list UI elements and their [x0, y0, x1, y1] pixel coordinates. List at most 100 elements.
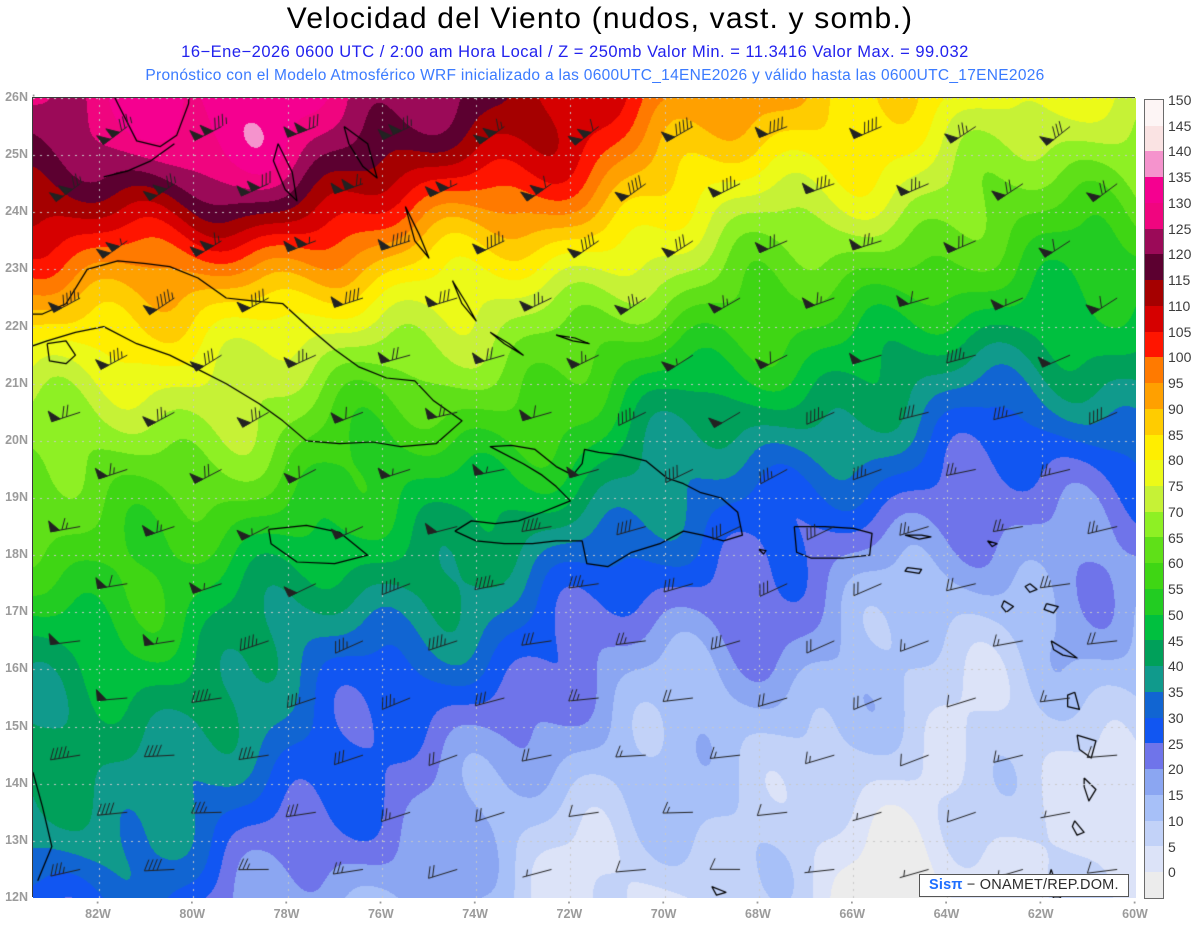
colorbar-tick-140: 140: [1168, 143, 1192, 160]
lon-tick-72W: 72W: [556, 907, 582, 921]
colorbar-tick-50: 50: [1168, 606, 1184, 623]
lon-tick-80W: 80W: [179, 907, 205, 921]
colorbar-segment: [1145, 588, 1163, 615]
lon-tick-60W: 60W: [1122, 907, 1148, 921]
colorbar-tick-10: 10: [1168, 812, 1184, 829]
lat-tick-12N: 12N: [5, 889, 36, 904]
colorbar-tick-30: 30: [1168, 709, 1184, 726]
colorbar-tick-120: 120: [1168, 246, 1192, 263]
lon-tick-82W: 82W: [85, 907, 111, 921]
lon-tick-74W: 74W: [462, 907, 488, 921]
colorbar-tick-5: 5: [1168, 838, 1176, 855]
colorbar-tick-125: 125: [1168, 220, 1192, 237]
colorbar-segment: [1145, 177, 1163, 203]
colorbar-segment: [1145, 434, 1163, 461]
colorbar-tick-75: 75: [1168, 478, 1184, 495]
colorbar-segment: [1145, 691, 1163, 718]
colorbar-tick-130: 130: [1168, 194, 1192, 211]
colorbar-tick-100: 100: [1168, 349, 1192, 366]
colorbar-tick-35: 35: [1168, 684, 1184, 701]
colorbar-segment: [1145, 537, 1163, 564]
lon-tick-64W: 64W: [934, 907, 960, 921]
colorbar-tick-40: 40: [1168, 658, 1184, 675]
colorbar-segment: [1145, 717, 1163, 744]
colorbar-segment: [1145, 357, 1163, 384]
colorbar-tick-65: 65: [1168, 529, 1184, 546]
colorbar-tick-15: 15: [1168, 787, 1184, 804]
colorbar-segment: [1145, 666, 1163, 692]
lat-tick-15N: 15N: [5, 718, 36, 733]
colorbar-segment: [1145, 511, 1163, 538]
colorbar-segment: [1145, 794, 1163, 821]
lat-tick-21N: 21N: [5, 375, 36, 390]
subtitle-run-info: 16−Ene−2026 0600 UTC / 2:00 am Hora Loca…: [181, 43, 969, 61]
lat-tick-14N: 14N: [5, 775, 36, 790]
lon-tick-70W: 70W: [651, 907, 677, 921]
lat-tick-13N: 13N: [5, 832, 36, 847]
colorbar-segment: [1145, 305, 1163, 332]
colorbar-segment: [1145, 151, 1163, 178]
colorbar-segment: [1145, 228, 1163, 255]
lat-tick-26N: 26N: [5, 89, 36, 104]
colorbar-tick-25: 25: [1168, 735, 1184, 752]
colorbar-tick-45: 45: [1168, 632, 1184, 649]
colorbar-tick-0: 0: [1168, 864, 1176, 881]
colorbar-tick-135: 135: [1168, 169, 1192, 186]
colorbar-segment: [1145, 331, 1163, 358]
colorbar-segment: [1145, 408, 1163, 435]
lat-tick-20N: 20N: [5, 432, 36, 447]
colorbar-segment: [1145, 820, 1163, 847]
colorbar-segment: [1145, 383, 1163, 409]
subtitle-model-info: Pronóstico con el Modelo Atmosférico WRF…: [145, 67, 1045, 84]
colorbar-segment: [1145, 640, 1163, 667]
colorbar-segment: [1145, 280, 1163, 306]
colorbar-tick-110: 110: [1168, 297, 1191, 314]
lon-tick-76W: 76W: [368, 907, 394, 921]
colorbar-tick-70: 70: [1168, 503, 1184, 520]
colorbar-tick-150: 150: [1168, 92, 1192, 108]
watermark-brand: Sisπ: [929, 877, 963, 893]
latitude-axis: 26N 25N 24N 23N 22N 21N 20N 19N 18N 17N 16N 15N 14N 1…: [0, 89, 36, 904]
colorbar-segment: [1145, 202, 1163, 229]
map-plot-area[interactable]: [32, 97, 1136, 898]
wind-speed-shaded-map: [33, 98, 1136, 898]
lat-tick-18N: 18N: [5, 546, 36, 561]
colorbar-tick-80: 80: [1168, 452, 1184, 469]
colorbar-segment: [1145, 872, 1163, 898]
colorbar-segment: [1145, 769, 1163, 795]
colorbar-segment: [1145, 846, 1163, 873]
colorbar-tick-20: 20: [1168, 761, 1184, 778]
longitude-axis: 82W 80W 78W 76W 74W 72W 70W 68W 66W 64W 62W 60W: [32, 898, 1148, 927]
page-title: Velocidad del Viento (nudos, vast. y som…: [286, 2, 914, 35]
lat-tick-24N: 24N: [5, 203, 36, 218]
colorbar-segment: [1145, 460, 1163, 487]
colorbar-segment: [1145, 486, 1163, 512]
lon-tick-66W: 66W: [839, 907, 865, 921]
watermark-agency: − ONAMET/REP.DOM.: [966, 877, 1119, 893]
colorbar-tick-90: 90: [1168, 400, 1184, 417]
lat-tick-16N: 16N: [5, 660, 36, 675]
lon-tick-78W: 78W: [274, 907, 300, 921]
watermark-onamet: Sisπ − ONAMET/REP.DOM.: [919, 874, 1129, 897]
colorbar-tick-85: 85: [1168, 426, 1184, 443]
lat-tick-17N: 17N: [5, 603, 36, 618]
colorbar-segment: [1145, 254, 1163, 281]
colorbar-segment: [1145, 100, 1163, 126]
colorbar-segment: [1145, 125, 1163, 152]
colorbar-segment: [1145, 563, 1163, 589]
lat-tick-22N: 22N: [5, 318, 36, 333]
colorbar-tick-labels: 0 5 10 15 20 25 30 35 40 45 50 55 60 65 70 75 80 85 90 95 10…: [1168, 92, 1200, 899]
colorbar-tick-105: 105: [1168, 323, 1192, 340]
lon-tick-68W: 68W: [745, 907, 771, 921]
colorbar-segment: [1145, 743, 1163, 770]
colorbar-tick-60: 60: [1168, 555, 1184, 572]
lon-tick-62W: 62W: [1028, 907, 1054, 921]
colorbar-tick-145: 145: [1168, 117, 1192, 134]
lat-tick-25N: 25N: [5, 146, 36, 161]
colorbar-tick-55: 55: [1168, 581, 1184, 598]
lat-tick-23N: 23N: [5, 260, 36, 275]
colorbar-tick-115: 115: [1168, 272, 1191, 289]
colorbar: [1144, 99, 1164, 899]
colorbar-segment: [1145, 614, 1163, 641]
